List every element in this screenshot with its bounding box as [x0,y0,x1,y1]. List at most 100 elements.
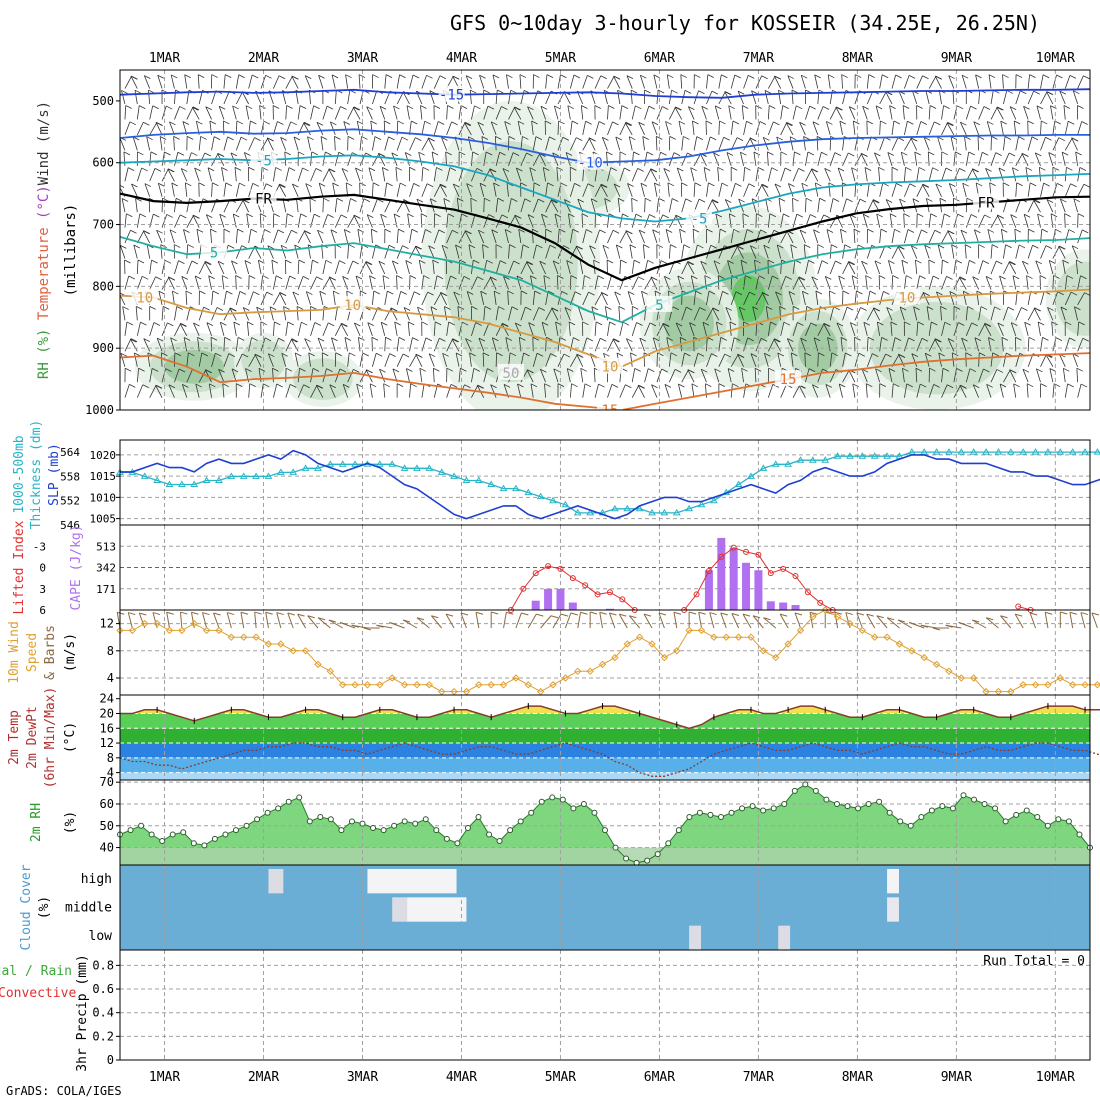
wind-barb-flag [1043,182,1050,187]
cape-tick-label: 513 [96,540,116,553]
wind-barb-10m [752,615,764,629]
y-tick-label: 4 [107,671,114,685]
wind-barb-10m [254,612,257,629]
wind-barb-flag [985,275,993,280]
wind-barb [294,244,299,259]
wind-barb-flag [304,121,311,126]
wind-barb [681,244,685,259]
wind-barb [866,337,869,352]
wind-barb-flag [651,384,658,389]
wind-barb [580,368,584,383]
wind-barb-flag [1058,137,1065,142]
wind-barb-flag [865,275,872,279]
wind-barb [813,337,819,352]
wind-barb [924,353,930,367]
wind-barb [911,353,918,367]
wind-barb [607,321,610,336]
wind-barb [1077,292,1085,306]
wind-barb-flag [736,137,744,142]
wind-barb-flag [616,244,623,249]
wind-barb-flag [1007,306,1015,311]
wind-barb [990,244,993,259]
wind-barb [601,137,608,151]
wind-barb [136,167,142,182]
wind-barb-flag [275,167,282,171]
date-label-bottom: 3MAR [347,1070,378,1085]
rh-zone [798,323,838,373]
wind-barb-flag [240,136,248,141]
wind-barb-flag [657,352,664,357]
wind-barb-flag [701,368,708,373]
wind-barb-flag [289,275,296,280]
wind-barb [826,121,831,136]
wind-barb-flag [1025,167,1033,171]
wind-barb-flag [294,244,301,249]
wind-barb [184,182,188,197]
wind-barb-flag [768,367,775,372]
wind-barb-flag [873,307,880,312]
wind-barb-flag [172,290,179,295]
rh-point [1044,822,1051,829]
wind-barb [479,75,485,89]
rh-ylabel: 2m RH [29,803,44,842]
wind-barb-10m [166,612,170,629]
wind-barb [508,244,510,259]
wind-barb [816,136,819,151]
wind-barb [359,136,362,151]
wind-barb [291,183,299,197]
wind-barb [195,383,200,398]
wind-barb [928,76,937,89]
wind-barb [294,352,299,367]
wind-barb-flag [850,322,857,326]
wind-barb-flag [513,106,521,111]
contour-label: 50 [503,366,520,382]
wind-barb-flag [505,229,512,233]
lifted-index-point [619,596,626,603]
wind-barb-flag [157,74,164,79]
thickness-point [437,468,446,475]
wind-barb [606,151,608,166]
wind-barb-flag [152,105,159,110]
wind-barb [545,245,551,259]
wind-barb [557,229,560,244]
precip-label-convective: Convective [0,986,76,1001]
wind-barb [1015,198,1022,213]
wind-barb-10m-flag [254,611,262,615]
wind-barb-flag [495,244,503,248]
wind-barb-flag [415,137,422,141]
wind-barb [839,121,843,135]
wind-barb-flag [715,213,723,218]
wind-barb [296,306,299,321]
temp-band [120,772,1090,780]
wind-barb-flag [250,120,257,125]
wind-barb [817,352,819,367]
wind-barb [518,337,522,352]
wind-barb [483,322,490,336]
wind-barb-flag [385,336,392,341]
wind-barb-flag [327,214,334,218]
wind-barb [218,106,225,120]
wind-barb [186,244,189,259]
thickness-line [120,451,1100,514]
y-tick-label: 0.4 [92,1006,114,1020]
wind-barb-flag [134,89,142,94]
wind-barb-flag [406,105,414,110]
wind-barb-flag [838,275,845,280]
wind-barb-flag [332,182,339,187]
wind-barb-flag [940,306,947,310]
wind-barb [527,106,534,120]
wind-barb-flag [571,383,578,388]
wind-barb [421,275,424,290]
wind-barb [554,213,559,228]
wind-barb-flag [393,213,401,218]
lifted-index-point [693,591,700,598]
rh-point [486,831,493,838]
wind-barb-flag [737,353,744,358]
wind-barb-flag [345,74,352,79]
wind-barb-flag [479,74,486,79]
contour-label-bg [201,243,228,260]
wind-barb-10m-flag [688,611,697,615]
wind-barb-flag [486,259,493,264]
wind-barb-flag [498,306,505,310]
wind-barb [541,322,546,336]
